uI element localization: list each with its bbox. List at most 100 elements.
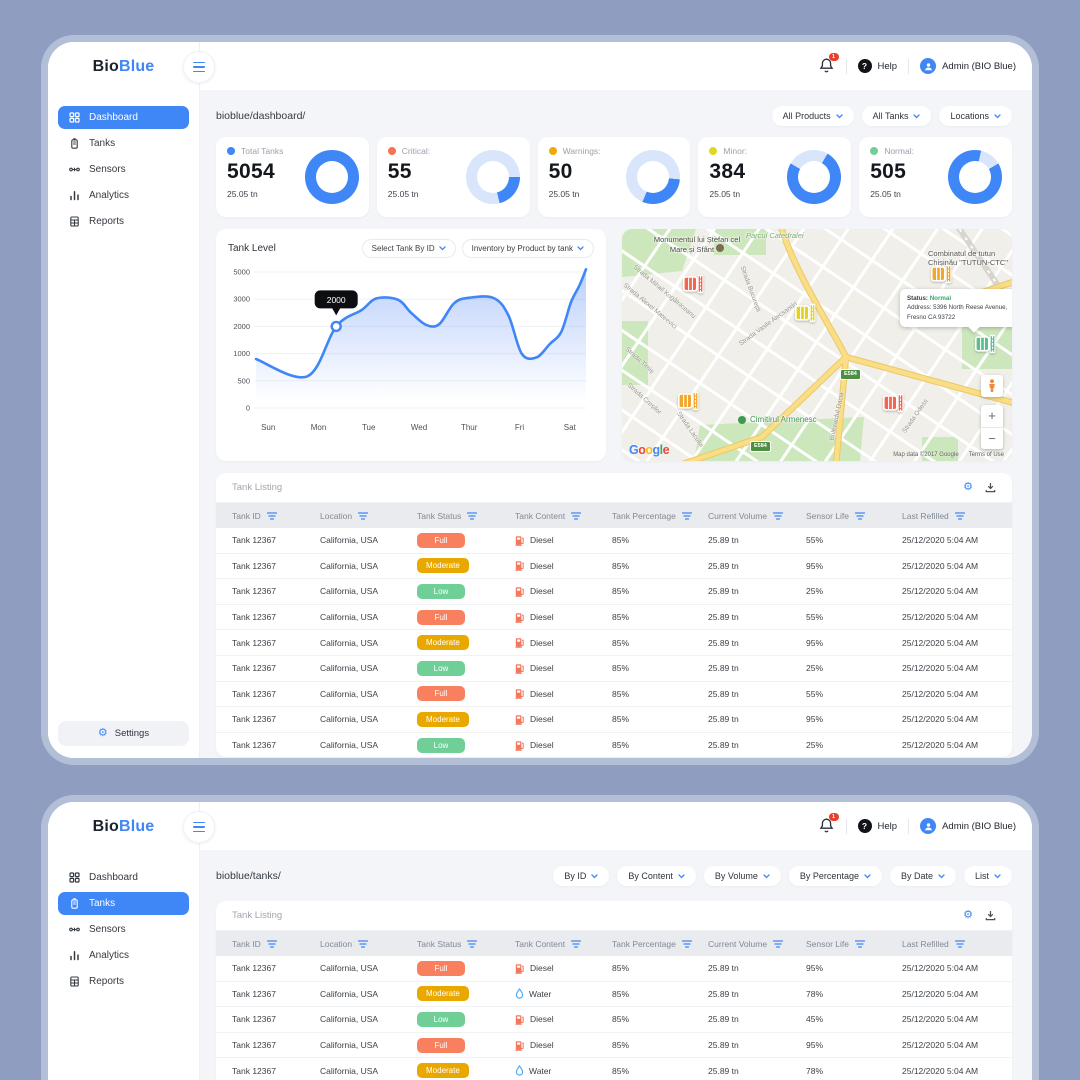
tank-marker[interactable] bbox=[677, 390, 699, 412]
sidebar-item-reports[interactable]: Reports bbox=[58, 970, 189, 993]
tank-locations-map[interactable]: Strada Mihail Kogălniceanu Strada Alexei … bbox=[622, 229, 1012, 461]
sidebar-item-dashboard[interactable]: Dashboard bbox=[58, 866, 189, 889]
table-row[interactable]: Tank 12367 California, USA Moderate Water 85… bbox=[216, 1057, 1012, 1080]
sidebar-item-label: Tanks bbox=[89, 898, 116, 909]
topbar: 1 ? Help Admin (BIO Blue) bbox=[183, 802, 1032, 850]
table-row[interactable]: Tank 12367 California, USA Full Diesel 85% 25… bbox=[216, 680, 1012, 707]
zoom-out-button[interactable]: − bbox=[988, 430, 996, 446]
filter-icon[interactable] bbox=[855, 511, 865, 520]
stat-card-minor: Minor: 384 25.05 tn bbox=[698, 137, 852, 217]
table-row[interactable]: Tank 12367 California, USA Low Diesel 85% 25.… bbox=[216, 731, 1012, 758]
filter-icon[interactable] bbox=[681, 939, 692, 948]
table-row[interactable]: Tank 12367 California, USA Moderate Diesel 8… bbox=[216, 706, 1012, 732]
hamburger-menu-button[interactable] bbox=[183, 811, 215, 843]
user-icon bbox=[924, 822, 932, 830]
cell-sensor-life: 95% bbox=[806, 560, 824, 571]
column-header-tank-id: Tank ID bbox=[232, 511, 320, 521]
table-settings-icon[interactable]: ⚙ bbox=[963, 909, 973, 921]
chart-dropdown-select-tank-by-id[interactable]: Select Tank By ID bbox=[361, 239, 456, 258]
tank-marker[interactable] bbox=[882, 392, 904, 414]
filter-icon[interactable] bbox=[358, 511, 369, 520]
filter-pill-all-products[interactable]: All Products bbox=[771, 106, 854, 126]
tank-marker[interactable] bbox=[930, 263, 952, 285]
help-icon: ? bbox=[857, 819, 872, 833]
avatar bbox=[920, 58, 937, 74]
account-menu[interactable]: Admin (BIO Blue) bbox=[920, 58, 1016, 74]
sidebar-item-sensors[interactable]: Sensors bbox=[58, 918, 189, 941]
filter-pill-by-volume[interactable]: By Volume bbox=[703, 866, 781, 886]
sidebar-item-reports[interactable]: Reports bbox=[58, 210, 189, 233]
tank-marker[interactable] bbox=[794, 302, 816, 324]
filter-icon[interactable] bbox=[855, 939, 865, 948]
sidebar-item-sensors[interactable]: Sensors bbox=[58, 158, 189, 181]
filter-icon[interactable] bbox=[954, 511, 965, 520]
table-row[interactable]: Tank 12367 California, USA Full Diesel 85% 25… bbox=[216, 956, 1012, 981]
zoom-in-button[interactable]: + bbox=[981, 405, 1003, 428]
filter-icon[interactable] bbox=[266, 939, 277, 948]
cell-tank-id: Tank 12367 bbox=[232, 1014, 276, 1025]
bell-icon bbox=[819, 818, 833, 833]
cell-volume: 25.89 tn bbox=[708, 963, 739, 974]
sidebar-item-analytics[interactable]: Analytics bbox=[58, 184, 189, 207]
filter-icon[interactable] bbox=[467, 511, 478, 520]
filter-icon[interactable] bbox=[467, 939, 478, 948]
sidebar-item-analytics[interactable]: Analytics bbox=[58, 944, 189, 967]
table-settings-icon[interactable]: ⚙ bbox=[963, 481, 973, 493]
table-row[interactable]: Tank 12367 California, USA Low Diesel 85% 25.… bbox=[216, 578, 1012, 604]
filter-icon[interactable] bbox=[954, 939, 965, 948]
cell-content: Diesel bbox=[515, 714, 612, 725]
filter-icon[interactable] bbox=[681, 511, 692, 520]
cell-location: California, USA bbox=[320, 560, 379, 571]
map-poi-park: Parcul Catedralei bbox=[746, 231, 804, 240]
table-row[interactable]: Tank 12367 California, USA Full Diesel 85% 25… bbox=[216, 1031, 1012, 1058]
chart-tooltip: 2000 bbox=[314, 290, 358, 316]
filter-pill-all-tanks[interactable]: All Tanks bbox=[861, 106, 932, 126]
sidebar-item-dashboard[interactable]: Dashboard bbox=[58, 106, 189, 129]
fuel-pump-icon bbox=[515, 561, 524, 572]
svg-text:Mon: Mon bbox=[311, 423, 327, 432]
download-icon[interactable] bbox=[985, 482, 996, 493]
filter-pill-by-date[interactable]: By Date bbox=[889, 866, 956, 886]
tank-marker[interactable] bbox=[682, 273, 704, 295]
notifications-button[interactable]: 1 bbox=[819, 53, 839, 75]
filter-icon[interactable] bbox=[358, 939, 369, 948]
table-row[interactable]: Tank 12367 California, USA Moderate Water 85… bbox=[216, 980, 1012, 1007]
table-row[interactable]: Tank 12367 California, USA Full Diesel 85% 25… bbox=[216, 528, 1012, 553]
filter-pill-locations[interactable]: Locations bbox=[939, 106, 1012, 126]
pegman-control[interactable] bbox=[981, 375, 1003, 397]
table-row[interactable]: Tank 12367 California, USA Full Diesel 85% 25… bbox=[216, 603, 1012, 630]
table-row[interactable]: Tank 12367 California, USA Low Diesel 85% 25.… bbox=[216, 654, 1012, 681]
cell-content: Diesel bbox=[515, 637, 612, 648]
account-menu[interactable]: Admin (BIO Blue) bbox=[920, 818, 1016, 834]
chart-dropdown-inventory-by-product-by-tank[interactable]: Inventory by Product by tank bbox=[461, 239, 594, 258]
terms-link[interactable]: Terms of Use bbox=[968, 452, 1004, 458]
table-row[interactable]: Tank 12367 California, USA Moderate Diesel 8… bbox=[216, 552, 1012, 579]
sidebar-item-tanks[interactable]: Tanks bbox=[58, 132, 189, 155]
cell-last-refilled: 25/12/2020 5:04 AM bbox=[902, 535, 979, 546]
filter-pill-list[interactable]: List bbox=[963, 866, 1012, 886]
sidebar-item-tanks[interactable]: Tanks bbox=[58, 892, 189, 915]
settings-button[interactable]: ⚙ Settings bbox=[58, 721, 189, 746]
cell-status: Full bbox=[417, 686, 515, 702]
filter-icon[interactable] bbox=[266, 511, 277, 520]
filter-icon[interactable] bbox=[773, 511, 784, 520]
download-icon[interactable] bbox=[985, 910, 996, 921]
cell-last-refilled: 25/12/2020 5:04 AM bbox=[902, 963, 979, 974]
filter-pills: All Products All Tanks Locations bbox=[771, 106, 1012, 126]
cell-tank-id: Tank 12367 bbox=[232, 535, 276, 546]
help-button[interactable]: ? Help bbox=[857, 59, 897, 73]
filter-pill-by-percentage[interactable]: By Percentage bbox=[788, 866, 882, 886]
notifications-button[interactable]: 1 bbox=[819, 813, 839, 835]
filter-pills: By ID By Content By Volume By Percentage By … bbox=[553, 866, 1012, 886]
filter-icon[interactable] bbox=[773, 939, 784, 948]
tank-marker[interactable] bbox=[974, 333, 996, 355]
filter-pill-by-content[interactable]: By Content bbox=[617, 866, 696, 886]
cell-tank-id: Tank 12367 bbox=[232, 663, 276, 674]
help-button[interactable]: ? Help bbox=[857, 819, 897, 833]
table-row[interactable]: Tank 12367 California, USA Moderate Diesel 8… bbox=[216, 629, 1012, 655]
filter-icon[interactable] bbox=[571, 511, 582, 520]
filter-pill-by-id[interactable]: By ID bbox=[553, 866, 610, 886]
filter-icon[interactable] bbox=[571, 939, 582, 948]
hamburger-menu-button[interactable] bbox=[183, 51, 215, 83]
table-row[interactable]: Tank 12367 California, USA Low Diesel 85% 25.… bbox=[216, 1006, 1012, 1032]
